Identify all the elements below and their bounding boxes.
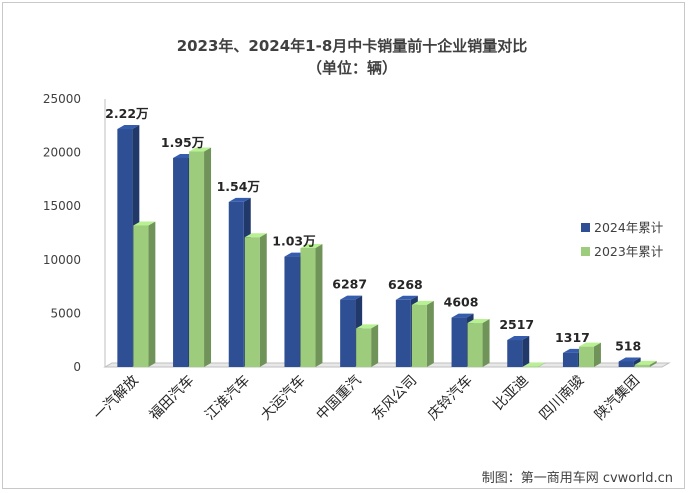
legend-swatch bbox=[581, 247, 590, 256]
bar-2023 bbox=[356, 324, 379, 367]
bar-2023 bbox=[467, 319, 490, 367]
y-tick-label: 20000 bbox=[43, 146, 81, 160]
data-label: 1317 bbox=[555, 330, 590, 345]
category-label: 庆铃汽车 bbox=[424, 372, 476, 424]
data-label: 1.54万 bbox=[217, 179, 260, 194]
data-label: 2.22万 bbox=[105, 106, 148, 121]
category-label: 东风公司 bbox=[369, 373, 420, 424]
category-label: 陕汽集团 bbox=[591, 372, 643, 424]
y-tick-label: 0 bbox=[73, 360, 81, 374]
category-label: 中国重汽 bbox=[314, 373, 365, 424]
data-label: 4608 bbox=[444, 295, 479, 310]
bar-2023 bbox=[523, 362, 546, 368]
chart-frame bbox=[2, 2, 685, 489]
legend: 2024年累计 2023年累计 bbox=[581, 220, 663, 259]
y-tick-label: 5000 bbox=[50, 306, 81, 320]
bar-2023 bbox=[244, 233, 267, 367]
legend-swatch bbox=[581, 223, 590, 232]
data-label: 1.03万 bbox=[272, 234, 315, 249]
chart-title: 2023年、2024年1-8月中卡销量前十企业销量对比 bbox=[177, 37, 528, 55]
category-label: 一汽解放 bbox=[91, 373, 142, 424]
y-tick-label: 25000 bbox=[43, 92, 81, 106]
data-label: 1.95万 bbox=[161, 135, 204, 150]
bar-2023 bbox=[411, 300, 434, 367]
data-label: 6287 bbox=[332, 277, 367, 292]
bar-2023 bbox=[133, 221, 156, 367]
bar-2023 bbox=[300, 244, 323, 367]
bar-2023 bbox=[578, 342, 601, 367]
chart-subtitle: （单位：辆） bbox=[307, 59, 397, 77]
legend-entry: 2024年累计 bbox=[594, 220, 663, 235]
y-tick-label: 15000 bbox=[43, 199, 81, 213]
category-label: 江淮汽车 bbox=[201, 372, 253, 424]
legend-entry: 2023年累计 bbox=[594, 244, 663, 259]
category-label: 比亚迪 bbox=[491, 373, 532, 414]
category-label: 大运汽车 bbox=[257, 372, 309, 424]
y-tick-label: 10000 bbox=[43, 253, 81, 267]
category-label: 福田汽车 bbox=[146, 372, 198, 424]
data-label: 2517 bbox=[499, 317, 534, 332]
bars bbox=[117, 125, 657, 368]
category-label: 四川南骏 bbox=[536, 373, 587, 424]
bar-2024 bbox=[507, 336, 530, 367]
bar-2023 bbox=[634, 360, 657, 367]
credit-text: 制图：第一商用车网 cvworld.cn bbox=[482, 470, 673, 486]
data-label: 518 bbox=[615, 338, 641, 353]
bar-2023 bbox=[189, 147, 212, 367]
data-label: 6268 bbox=[388, 277, 423, 292]
